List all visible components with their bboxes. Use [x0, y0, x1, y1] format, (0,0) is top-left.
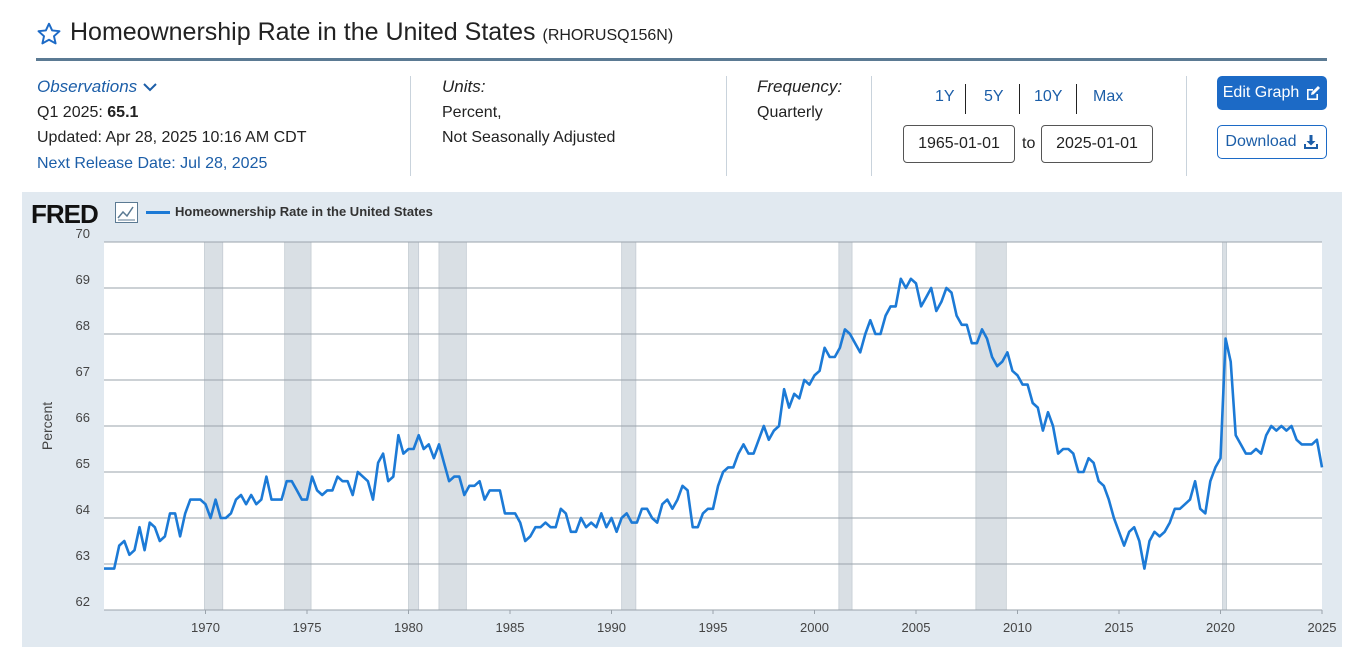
y-tick-label: 68	[76, 318, 90, 333]
edit-graph-label: Edit Graph	[1222, 84, 1300, 101]
frequency-value: Quarterly	[757, 103, 823, 121]
y-tick-label: 70	[76, 226, 90, 241]
chevron-down-icon	[143, 83, 157, 92]
series-id: (RHORUSQ156N)	[542, 27, 674, 44]
observations-toggle[interactable]: Observations	[37, 74, 307, 100]
download-button[interactable]: Download	[1217, 125, 1327, 159]
x-tick-label: 1980	[394, 620, 423, 635]
range-5y-button[interactable]: 5Y	[984, 88, 1004, 105]
y-tick-label: 62	[76, 594, 90, 609]
divider	[726, 76, 727, 176]
chart-icon[interactable]	[115, 202, 138, 223]
updated-text: Updated: Apr 28, 2025 10:16 AM CDT	[37, 129, 307, 146]
to-label: to	[1022, 135, 1036, 152]
series-title: Homeownership Rate in the United States	[70, 18, 536, 46]
x-tick-label: 1995	[699, 620, 728, 635]
y-tick-label: 65	[76, 456, 90, 471]
x-tick-label: 1970	[191, 620, 220, 635]
x-tick-label: 2015	[1105, 620, 1134, 635]
start-date-input[interactable]	[903, 125, 1015, 163]
range-divider	[1019, 84, 1020, 114]
latest-value: 65.1	[107, 103, 139, 121]
observations-heading: Observations	[37, 77, 138, 96]
page-title: Homeownership Rate in the United States …	[70, 18, 673, 47]
x-tick-label: 2010	[1003, 620, 1032, 635]
x-tick-label: 2020	[1206, 620, 1235, 635]
download-icon	[1303, 135, 1318, 149]
title-bar: Homeownership Rate in the United States …	[36, 18, 1327, 61]
range-divider	[965, 84, 966, 114]
line-chart: 62 63 64 65 66 67 68 69 70 1970 1975 1980 1985 1990 1…	[39, 226, 1337, 635]
divider	[1186, 76, 1187, 176]
latest-label: Q1 2025:	[37, 103, 103, 121]
y-axis-title: Percent	[39, 402, 55, 450]
range-divider	[1076, 84, 1077, 114]
units-line1: Percent,	[442, 103, 502, 121]
range-max-button[interactable]: Max	[1093, 88, 1124, 105]
y-tick-label: 67	[76, 364, 90, 379]
frequency-heading: Frequency:	[757, 77, 843, 96]
star-icon[interactable]	[36, 21, 62, 47]
next-release-link[interactable]: Next Release Date: Jul 28, 2025	[37, 154, 268, 172]
series-line	[104, 277, 1324, 570]
range-1y-button[interactable]: 1Y	[935, 88, 955, 105]
x-tick-label: 2000	[800, 620, 829, 635]
y-tick-label: 66	[76, 410, 90, 425]
edit-icon	[1307, 86, 1321, 100]
x-tick-label: 1985	[496, 620, 525, 635]
y-tick-label: 69	[76, 272, 90, 287]
edit-graph-button[interactable]: Edit Graph	[1217, 76, 1327, 110]
units-heading: Units:	[442, 77, 486, 96]
units-panel: Units: Percent, Not Seasonally Adjusted	[442, 74, 615, 151]
end-date-input[interactable]	[1041, 125, 1153, 163]
legend-label: Homeownership Rate in the United States	[175, 204, 433, 219]
y-tick-label: 63	[76, 548, 90, 563]
x-tick-label: 2005	[902, 620, 931, 635]
y-tick-label: 64	[76, 502, 90, 517]
legend-swatch	[146, 211, 170, 214]
frequency-panel: Frequency: Quarterly	[757, 74, 842, 125]
range-10y-button[interactable]: 10Y	[1034, 88, 1063, 105]
x-tick-label: 1975	[293, 620, 322, 635]
latest-observation: Q1 2025: 65.1	[37, 100, 307, 126]
download-label: Download	[1225, 133, 1297, 150]
fred-logo: FRED	[31, 199, 99, 229]
observations-panel: Observations Q1 2025: 65.1 Updated: Apr …	[37, 74, 307, 176]
x-tick-label: 2025	[1308, 620, 1337, 635]
units-line2: Not Seasonally Adjusted	[442, 129, 616, 146]
divider	[871, 76, 872, 176]
divider	[410, 76, 411, 176]
x-tick-label: 1990	[597, 620, 626, 635]
